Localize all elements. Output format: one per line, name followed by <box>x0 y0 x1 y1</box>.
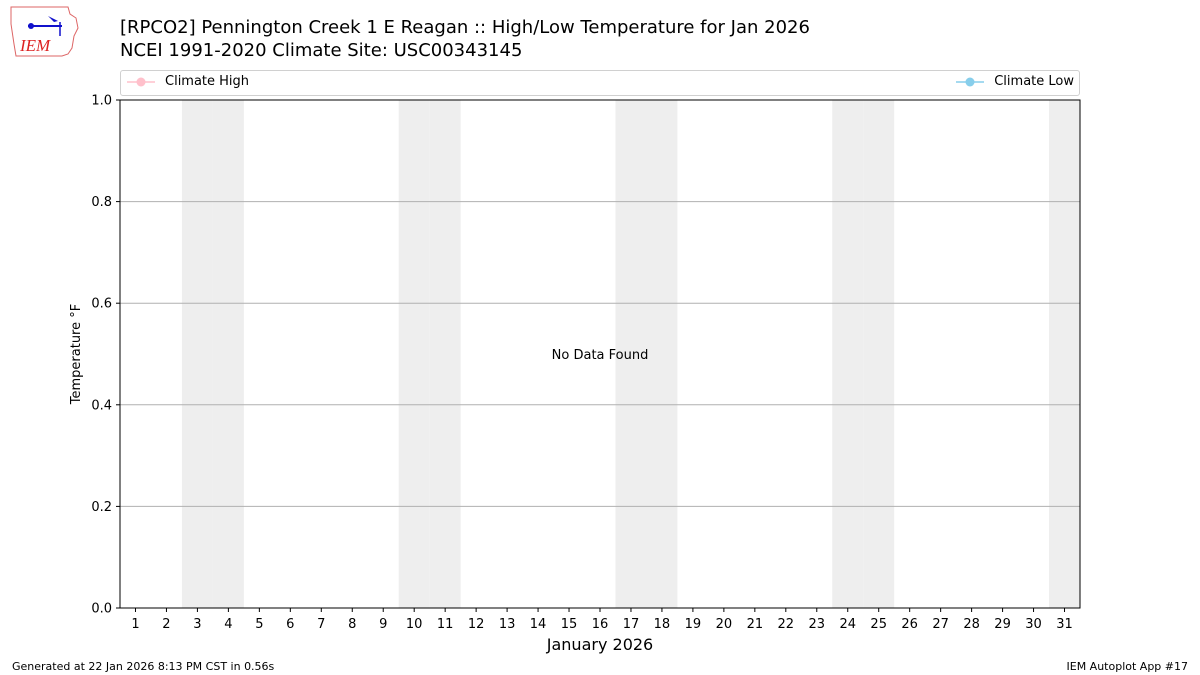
x-tick-label: 10 <box>406 617 423 632</box>
legend-label: Climate Low <box>994 74 1074 89</box>
x-tick-label: 4 <box>224 617 232 632</box>
x-tick-label: 19 <box>685 617 702 632</box>
weekend-shade <box>863 100 895 608</box>
climate-low-marker-icon <box>956 77 985 86</box>
iem-logo: IEM <box>10 6 79 57</box>
x-axis-label: January 2026 <box>546 635 653 654</box>
y-tick-label: 1.0 <box>91 94 112 109</box>
x-tick-label: 28 <box>963 617 980 632</box>
weekend-shade <box>1049 100 1080 608</box>
climate-high-marker-icon <box>127 77 155 86</box>
weekend-shade <box>832 100 864 608</box>
weekend-shade <box>398 100 430 608</box>
chart-title: [RPCO2] Pennington Creek 1 E Reagan :: H… <box>120 17 810 38</box>
legend-item-climate-high: Climate High <box>127 74 249 89</box>
x-tick-label: 17 <box>623 617 640 632</box>
y-tick-label: 0.2 <box>91 500 112 515</box>
x-tick-label: 5 <box>255 617 263 632</box>
legend-label: Climate High <box>165 74 250 89</box>
x-tick-label: 14 <box>530 617 547 632</box>
x-tick-label: 7 <box>317 617 325 632</box>
svg-text:IEM: IEM <box>19 36 51 55</box>
chart-subtitle: NCEI 1991-2020 Climate Site: USC00343145 <box>120 40 523 61</box>
weekend-shade <box>212 100 244 608</box>
x-tick-label: 16 <box>592 617 609 632</box>
y-tick-label: 0.0 <box>91 602 112 617</box>
x-tick-label: 15 <box>561 617 578 632</box>
x-tick-label: 20 <box>716 617 733 632</box>
x-tick-label: 22 <box>778 617 795 632</box>
weekend-shade <box>615 100 647 608</box>
x-tick-label: 24 <box>839 617 856 632</box>
weekend-shade <box>429 100 461 608</box>
x-tick-label: 12 <box>468 617 485 632</box>
weekend-shade <box>181 100 213 608</box>
x-tick-label: 6 <box>286 617 294 632</box>
generated-timestamp: Generated at 22 Jan 2026 8:13 PM CST in … <box>12 660 275 673</box>
app-credit: IEM Autoplot App #17 <box>1066 660 1189 673</box>
x-tick-label: 23 <box>809 617 826 632</box>
x-tick-label: 30 <box>1025 617 1042 632</box>
x-tick-label: 31 <box>1056 617 1073 632</box>
x-tick-label: 1 <box>131 617 139 632</box>
x-tick-label: 26 <box>901 617 918 632</box>
weekend-shade <box>646 100 678 608</box>
plot-frame <box>119 99 1081 609</box>
y-axis-label: Temperature °F <box>69 304 84 405</box>
y-tick-label: 0.6 <box>91 297 112 312</box>
x-tick-label: 18 <box>654 617 671 632</box>
x-tick-label: 8 <box>348 617 356 632</box>
x-tick-label: 21 <box>747 617 764 632</box>
legend-item-climate-low: Climate Low <box>956 74 1074 89</box>
x-tick-label: 29 <box>994 617 1011 632</box>
no-data-annotation: No Data Found <box>552 348 649 363</box>
x-tick-label: 25 <box>870 617 887 632</box>
x-tick-label: 11 <box>437 617 454 632</box>
x-tick-label: 27 <box>932 617 949 632</box>
y-tick-label: 0.8 <box>91 195 112 210</box>
legend: Climate High Climate Low <box>120 70 1080 96</box>
y-tick-label: 0.4 <box>91 398 112 413</box>
x-tick-label: 3 <box>193 617 201 632</box>
x-tick-label: 2 <box>162 617 170 632</box>
x-tick-label: 13 <box>499 617 516 632</box>
x-tick-label: 9 <box>379 617 387 632</box>
